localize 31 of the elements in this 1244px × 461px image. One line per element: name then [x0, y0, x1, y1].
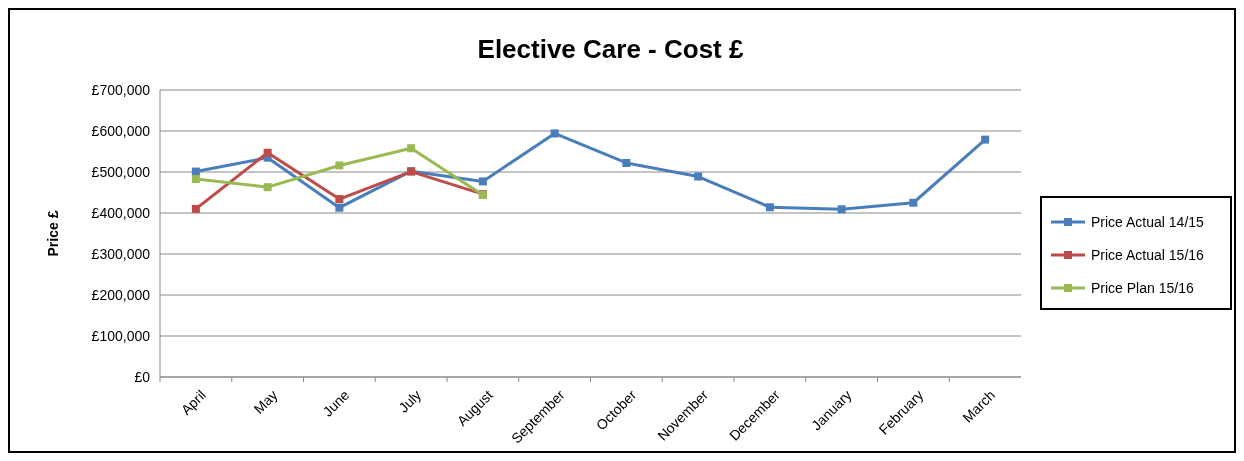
point [335, 161, 344, 170]
x-tick-label: May [250, 386, 281, 417]
point [191, 204, 200, 213]
y-axis-title: Price £ [45, 210, 61, 257]
point [837, 205, 846, 214]
point [909, 198, 918, 207]
chart-title: Elective Care - Cost £ [477, 34, 744, 64]
point [765, 203, 774, 212]
point [622, 158, 631, 167]
y-tick-label: £300,000 [91, 245, 151, 262]
y-tick-label: £500,000 [91, 163, 151, 180]
legend-label: Price Plan 15/16 [1091, 279, 1194, 296]
y-tick-label: £700,000 [91, 81, 151, 98]
point [335, 195, 344, 204]
point [694, 172, 703, 181]
point [263, 183, 272, 192]
point [335, 203, 344, 212]
point [407, 144, 416, 153]
y-tick-label: £200,000 [91, 286, 151, 303]
point [478, 177, 487, 186]
legend-label: Price Actual 14/15 [1091, 213, 1205, 230]
legend-label: Price Actual 15/16 [1091, 246, 1205, 263]
x-tick-label: July [395, 386, 425, 416]
point [550, 129, 559, 138]
point [191, 174, 200, 183]
y-tick-label: £100,000 [91, 327, 151, 344]
y-tick-label: £600,000 [91, 122, 151, 139]
point [263, 148, 272, 157]
y-tick-label: £400,000 [91, 204, 151, 221]
point [981, 135, 990, 144]
y-tick-label: £0 [134, 368, 151, 385]
